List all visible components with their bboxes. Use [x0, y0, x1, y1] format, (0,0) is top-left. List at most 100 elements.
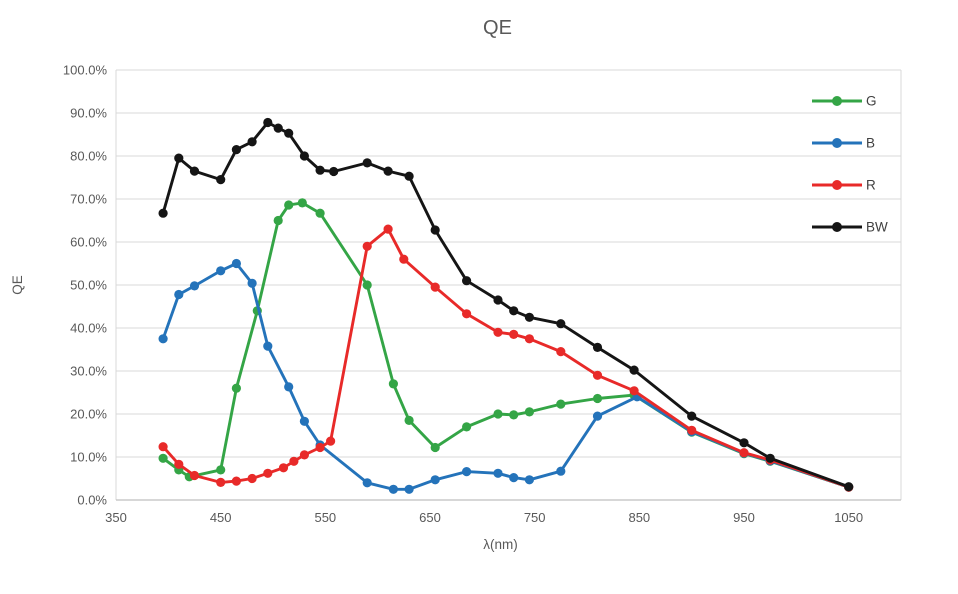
- data-point-BW: [329, 166, 339, 177]
- data-point-BW: [509, 306, 519, 316]
- legend-item-B: B: [812, 136, 875, 151]
- y-tick-label: 30.0%: [70, 364, 107, 379]
- legend-marker-swatch: [832, 96, 842, 106]
- data-point-BW: [462, 276, 472, 286]
- data-point-B: [430, 475, 440, 485]
- data-point-BW: [430, 225, 440, 235]
- data-point-G: [231, 383, 241, 393]
- data-point-BW: [629, 365, 639, 375]
- data-point-BW: [739, 438, 749, 448]
- data-point-BW: [315, 165, 325, 175]
- data-point-BW: [362, 158, 372, 168]
- data-point-G: [592, 393, 603, 404]
- data-point-R: [629, 386, 639, 396]
- data-point-R: [687, 425, 697, 435]
- data-point-BW: [765, 453, 775, 463]
- y-tick-label: 10.0%: [70, 450, 107, 465]
- data-point-B: [509, 473, 519, 483]
- data-point-BW: [284, 128, 294, 138]
- legend-marker-swatch: [832, 222, 842, 232]
- data-point-G: [158, 453, 168, 463]
- data-point-BW: [592, 342, 603, 352]
- data-point-B: [556, 466, 566, 476]
- series-B: [158, 258, 854, 494]
- data-point-R: [315, 442, 325, 453]
- gridlines: [115, 69, 902, 501]
- data-point-B: [404, 484, 414, 494]
- data-point-G: [315, 208, 325, 218]
- data-point-G: [430, 442, 440, 453]
- y-tick-label: 80.0%: [70, 149, 107, 164]
- x-tick-label: 450: [210, 510, 232, 525]
- data-point-R: [299, 450, 309, 460]
- legend-label-R: R: [866, 178, 876, 193]
- data-point-G: [216, 465, 226, 475]
- data-point-BW: [493, 295, 503, 305]
- data-point-G: [362, 280, 372, 290]
- data-point-R: [289, 456, 299, 466]
- data-point-G: [284, 200, 294, 210]
- data-point-R: [278, 463, 289, 473]
- data-point-B: [462, 467, 472, 477]
- x-tick-label: 750: [524, 510, 546, 525]
- x-tick-label: 550: [314, 510, 336, 525]
- chart-title: QE: [483, 17, 512, 39]
- data-point-B: [158, 334, 168, 344]
- legend-marker-swatch: [832, 180, 842, 190]
- data-point-BW: [844, 482, 854, 492]
- data-point-G: [509, 410, 519, 420]
- data-point-BW: [247, 137, 257, 147]
- data-point-R: [462, 309, 472, 319]
- data-point-R: [174, 459, 184, 469]
- data-point-R: [739, 448, 749, 458]
- data-point-R: [493, 327, 503, 337]
- legend-item-BW: BW: [812, 220, 888, 235]
- data-point-BW: [383, 166, 393, 176]
- data-point-BW: [404, 171, 414, 181]
- data-point-R: [524, 334, 535, 344]
- data-point-R: [326, 436, 336, 446]
- data-point-G: [297, 198, 307, 208]
- data-point-BW: [273, 123, 283, 133]
- data-point-BW: [231, 145, 241, 155]
- data-point-BW: [524, 312, 535, 322]
- data-point-B: [189, 281, 200, 291]
- data-point-R: [509, 329, 519, 339]
- x-tick-label: 850: [628, 510, 650, 525]
- y-tick-label: 50.0%: [70, 278, 107, 293]
- series-line-BW: [161, 121, 851, 489]
- legend-marker-swatch: [832, 138, 842, 148]
- data-point-R: [189, 470, 200, 481]
- data-point-R: [592, 370, 603, 380]
- data-point-B: [216, 266, 226, 276]
- y-tick-label: 100.0%: [63, 63, 108, 78]
- data-point-B: [247, 278, 257, 288]
- data-point-B: [362, 478, 372, 488]
- data-point-B: [493, 468, 503, 478]
- y-axis-title: QE: [10, 275, 25, 295]
- y-tick-label: 20.0%: [70, 407, 107, 422]
- y-tick-label: 90.0%: [70, 106, 107, 121]
- data-point-B: [299, 416, 309, 426]
- data-point-G: [556, 399, 566, 409]
- legend-label-G: G: [866, 94, 877, 109]
- legend: G B R BW: [812, 94, 888, 235]
- y-axis-tick-labels: 0.0% 10.0% 20.0% 30.0% 40.0% 50.0% 60.0% 70.0% 8…: [63, 63, 108, 508]
- data-point-G: [388, 379, 398, 389]
- y-tick-label: 60.0%: [70, 235, 107, 250]
- legend-label-BW: BW: [866, 220, 888, 235]
- x-tick-label: 950: [733, 510, 755, 525]
- x-tick-label: 650: [419, 510, 441, 525]
- data-point-B: [524, 475, 535, 485]
- data-point-B: [388, 484, 398, 494]
- data-point-R: [231, 476, 241, 486]
- data-point-R: [556, 347, 566, 357]
- data-point-BW: [299, 151, 309, 161]
- data-point-BW: [158, 208, 168, 218]
- x-axis-tick-labels: 350 450 550 650 750 850 950 1050: [105, 510, 863, 525]
- legend-item-R: R: [812, 178, 876, 193]
- legend-label-B: B: [866, 136, 875, 151]
- y-tick-label: 40.0%: [70, 321, 107, 336]
- data-point-B: [174, 289, 184, 300]
